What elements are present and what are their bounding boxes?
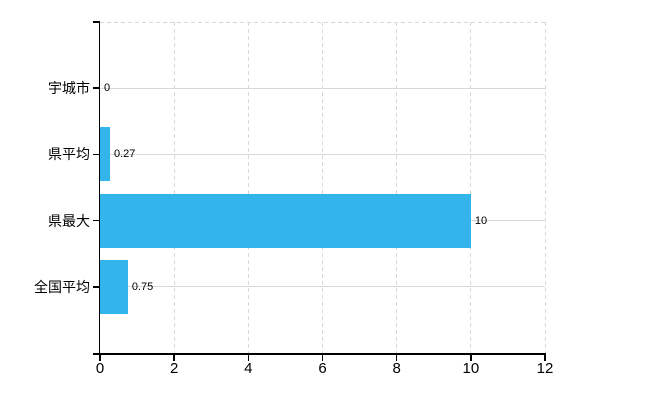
category-label: 県平均: [48, 146, 90, 163]
bar-value-label: 0.27: [114, 148, 136, 161]
x-axis-tick: [99, 353, 101, 361]
category-label: 宇城市: [48, 80, 90, 97]
x-axis-tick: [470, 353, 472, 361]
x-tick-label: 0: [95, 360, 105, 377]
bar-value-label: 0.75: [131, 280, 154, 293]
axis-layer: [93, 21, 546, 361]
gridline-vertical: [322, 22, 323, 353]
bar-県平均: [100, 127, 110, 182]
gridline-vertical: [396, 22, 398, 353]
x-tick-label: 2: [169, 360, 179, 377]
bar-県最大: [100, 193, 471, 248]
category-label: 全国平均: [34, 278, 90, 295]
plot-area: 0 0.27 10 0.75: [93, 21, 546, 361]
x-axis-tick: [321, 353, 324, 361]
x-axis-tick: [544, 353, 546, 361]
x-axis-tick: [173, 353, 175, 361]
category-label: 県最大: [48, 212, 90, 229]
x-tick-label: 12: [536, 360, 554, 377]
bar-layer: 0 0.27 10 0.75: [100, 22, 545, 353]
gridline-vertical: [544, 22, 546, 353]
gridline-vertical: [173, 22, 175, 353]
bar-全国平均: [100, 259, 128, 314]
x-tick-label: 4: [244, 360, 253, 377]
y-axis-labels: 宇城市県平均県最大全国平均: [0, 22, 90, 353]
x-tick-label: 6: [318, 360, 327, 377]
bar-value-label: 0: [104, 82, 111, 95]
gridline-horizontal: [100, 153, 545, 155]
y-axis-tick: [93, 153, 100, 156]
x-tick-label: 8: [392, 360, 401, 377]
gridline-horizontal: [100, 87, 545, 89]
x-tick-label: 10: [462, 360, 480, 377]
x-axis-line: [93, 353, 545, 355]
y-axis-tick: [93, 286, 100, 288]
y-axis-tick: [93, 87, 100, 89]
y-axis-tick: [93, 219, 100, 222]
gridline-horizontal: [100, 286, 545, 288]
gridline-vertical: [247, 22, 249, 353]
x-axis-tick: [247, 353, 250, 361]
y-axis-line: [98, 22, 100, 359]
y-axis-tick: [93, 21, 100, 23]
x-axis-tick: [395, 353, 398, 361]
bar-value-label: 10: [474, 214, 488, 227]
x-axis-labels: 0 2 4 6 8 10 12: [96, 360, 554, 380]
gridline-vertical: [470, 22, 472, 353]
